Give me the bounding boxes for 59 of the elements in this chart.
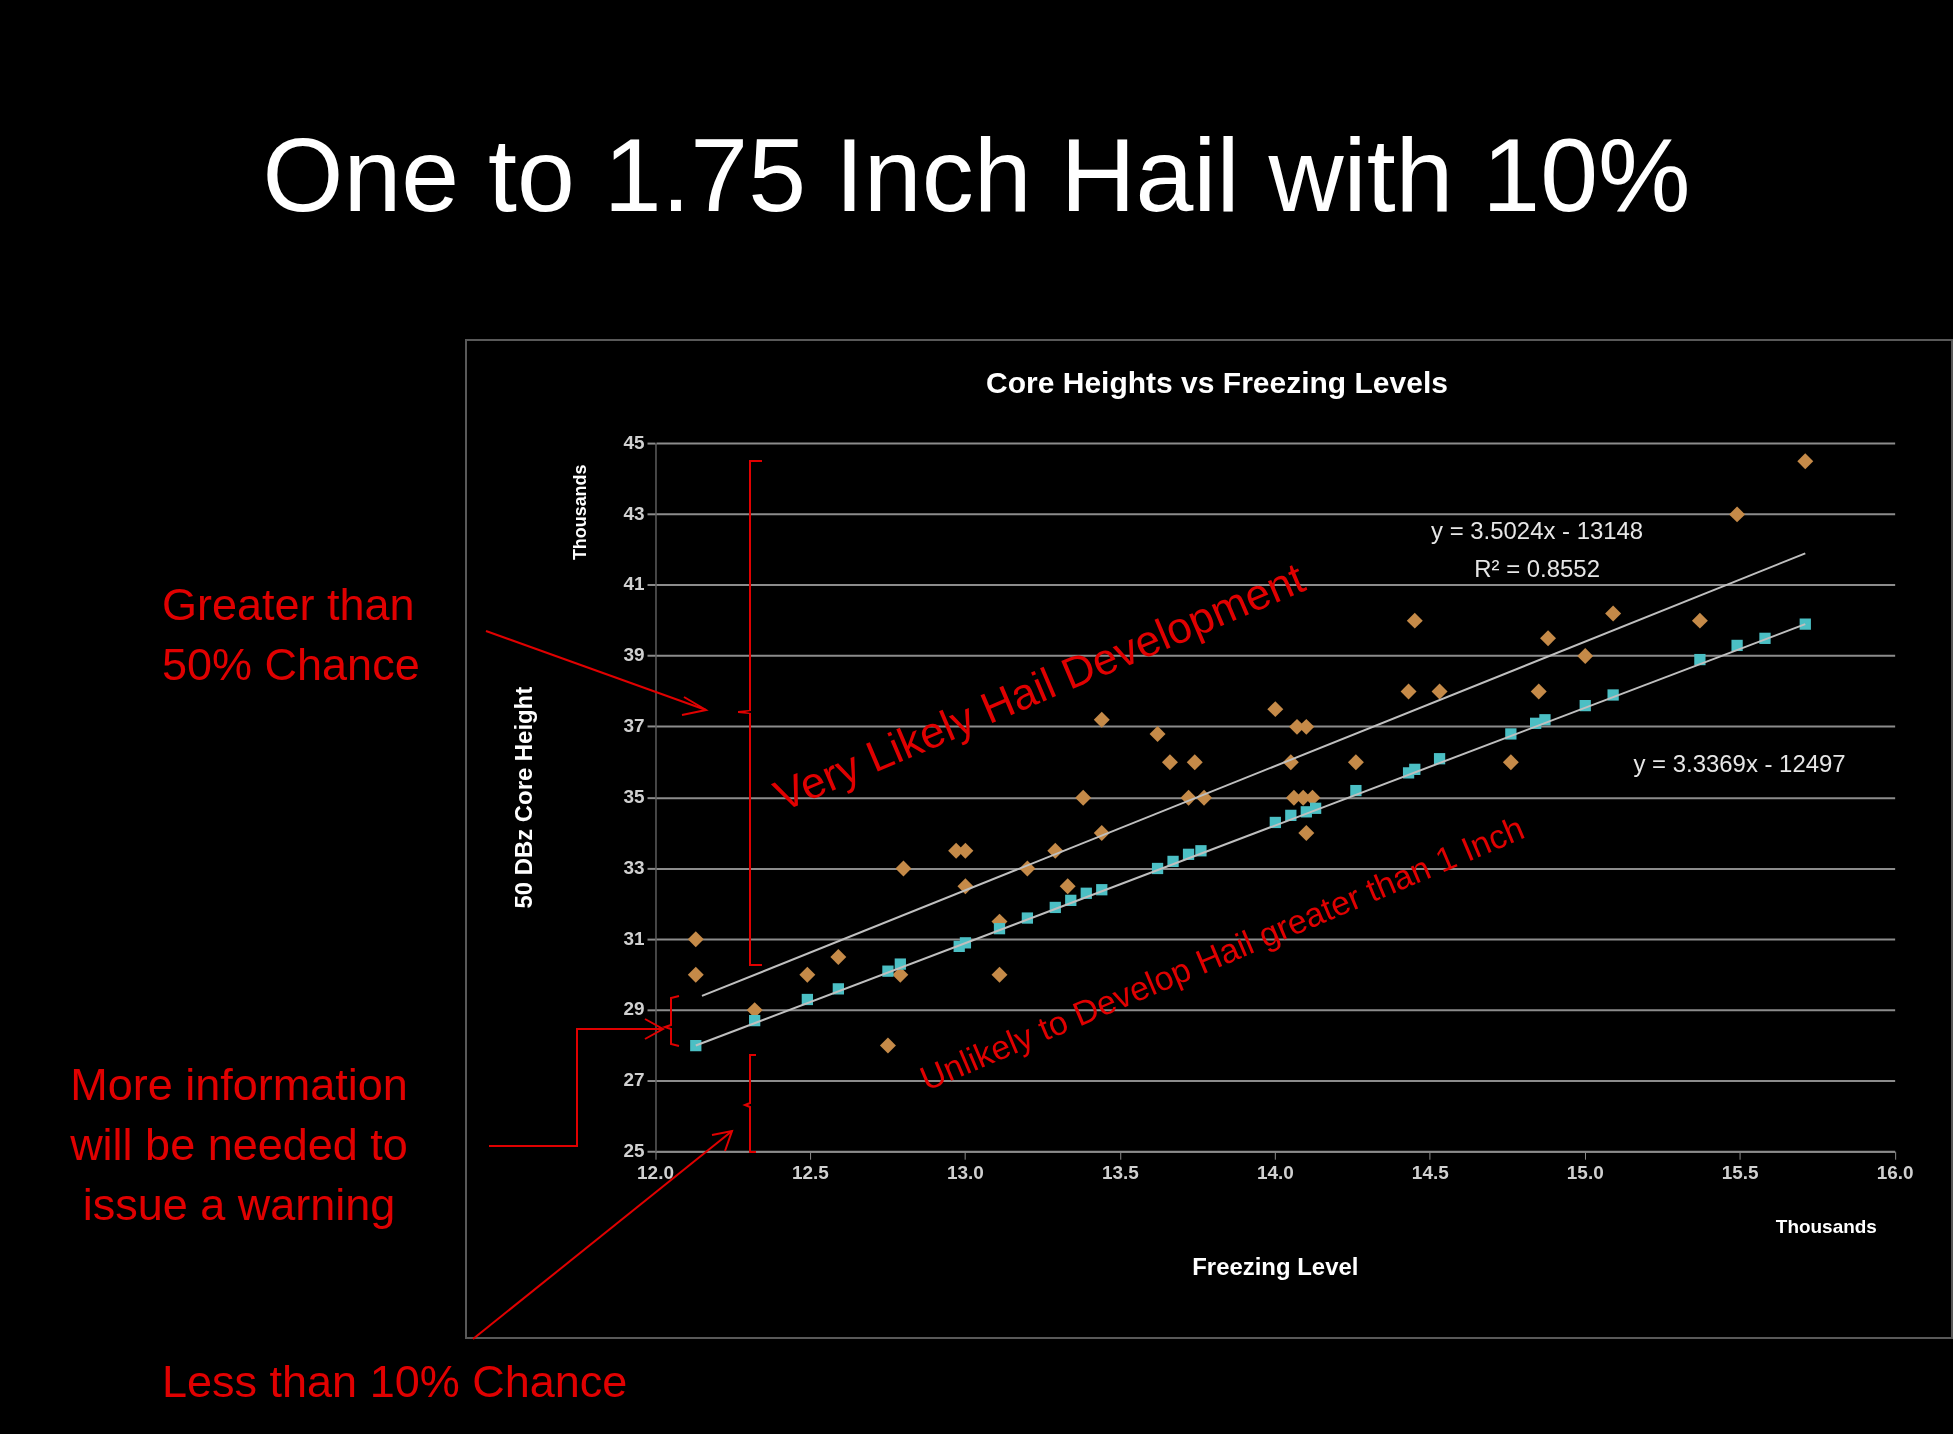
x-tick-label: 13.0: [946, 1162, 984, 1184]
x-tick-label: 14.5: [1411, 1162, 1449, 1184]
point: [879, 1037, 896, 1054]
point: [895, 860, 912, 877]
y-tick-label: 39: [623, 644, 645, 666]
point: [799, 966, 816, 983]
point: [1406, 612, 1423, 629]
text: More information will be needed to issue a warning: [69, 1058, 409, 1232]
y-tick-label: 35: [623, 785, 645, 807]
point: [1186, 754, 1203, 771]
point: [1059, 878, 1076, 895]
point: [1605, 605, 1622, 622]
point: [1267, 701, 1284, 718]
point: [1530, 683, 1547, 700]
y-axis-title: 50 DBz Core Height: [509, 686, 537, 909]
x-tick-label: 16.0: [1876, 1162, 1914, 1184]
point: [830, 949, 847, 965]
point: [687, 966, 704, 983]
point: [1502, 754, 1519, 771]
y-tick-label: 33: [623, 856, 645, 878]
annotation: y = 3.5024x - 13148: [1431, 516, 1644, 544]
point: [1540, 630, 1557, 647]
chart-title: One to 1.75 Inch Hail with 10%: [261, 116, 1692, 235]
point: [991, 966, 1008, 983]
x-tick-label: 12.5: [792, 1162, 829, 1184]
point: [687, 931, 704, 948]
y-tick-label: 31: [623, 927, 645, 949]
point: [1298, 825, 1315, 842]
x-tick-label: 14.0: [1256, 1162, 1294, 1184]
y-tick-label: 25: [623, 1139, 645, 1161]
y-tick-label: 45: [623, 431, 645, 453]
chart-subtitle: Core Heights vs Freezing Levels: [985, 366, 1449, 400]
text: Greater than 50% Chance: [162, 578, 421, 692]
y-tick-label: 43: [623, 502, 645, 524]
y-tick-label: 37: [623, 715, 645, 737]
text: Thousands: [1775, 1215, 1877, 1237]
point: [1797, 453, 1814, 470]
y-tick-label: 27: [623, 1069, 645, 1091]
y-tick-label: 29: [623, 998, 645, 1020]
point: [1729, 506, 1746, 523]
point: [1400, 683, 1417, 700]
text: Less than 10% Chance: [162, 1355, 629, 1409]
point: [1075, 789, 1092, 806]
y-tick-label: 41: [623, 573, 645, 595]
annotation: R² = 0.8552: [1474, 554, 1600, 582]
x-tick-label: 15.5: [1721, 1162, 1759, 1184]
point: [1161, 754, 1178, 771]
point: [1431, 683, 1448, 700]
x-tick-label: 13.5: [1101, 1162, 1139, 1184]
x-tick-label: 15.0: [1566, 1162, 1604, 1184]
point: [1347, 754, 1364, 771]
point: [1691, 612, 1708, 629]
x-axis-title: Freezing Level: [1192, 1253, 1359, 1281]
annotation: y = 3.3369x - 12497: [1633, 749, 1846, 777]
text: Thousands: [569, 464, 590, 561]
point: [1093, 711, 1110, 728]
x-tick-label: 12.0: [637, 1162, 674, 1184]
point: [1577, 648, 1594, 664]
point: [1149, 725, 1166, 742]
